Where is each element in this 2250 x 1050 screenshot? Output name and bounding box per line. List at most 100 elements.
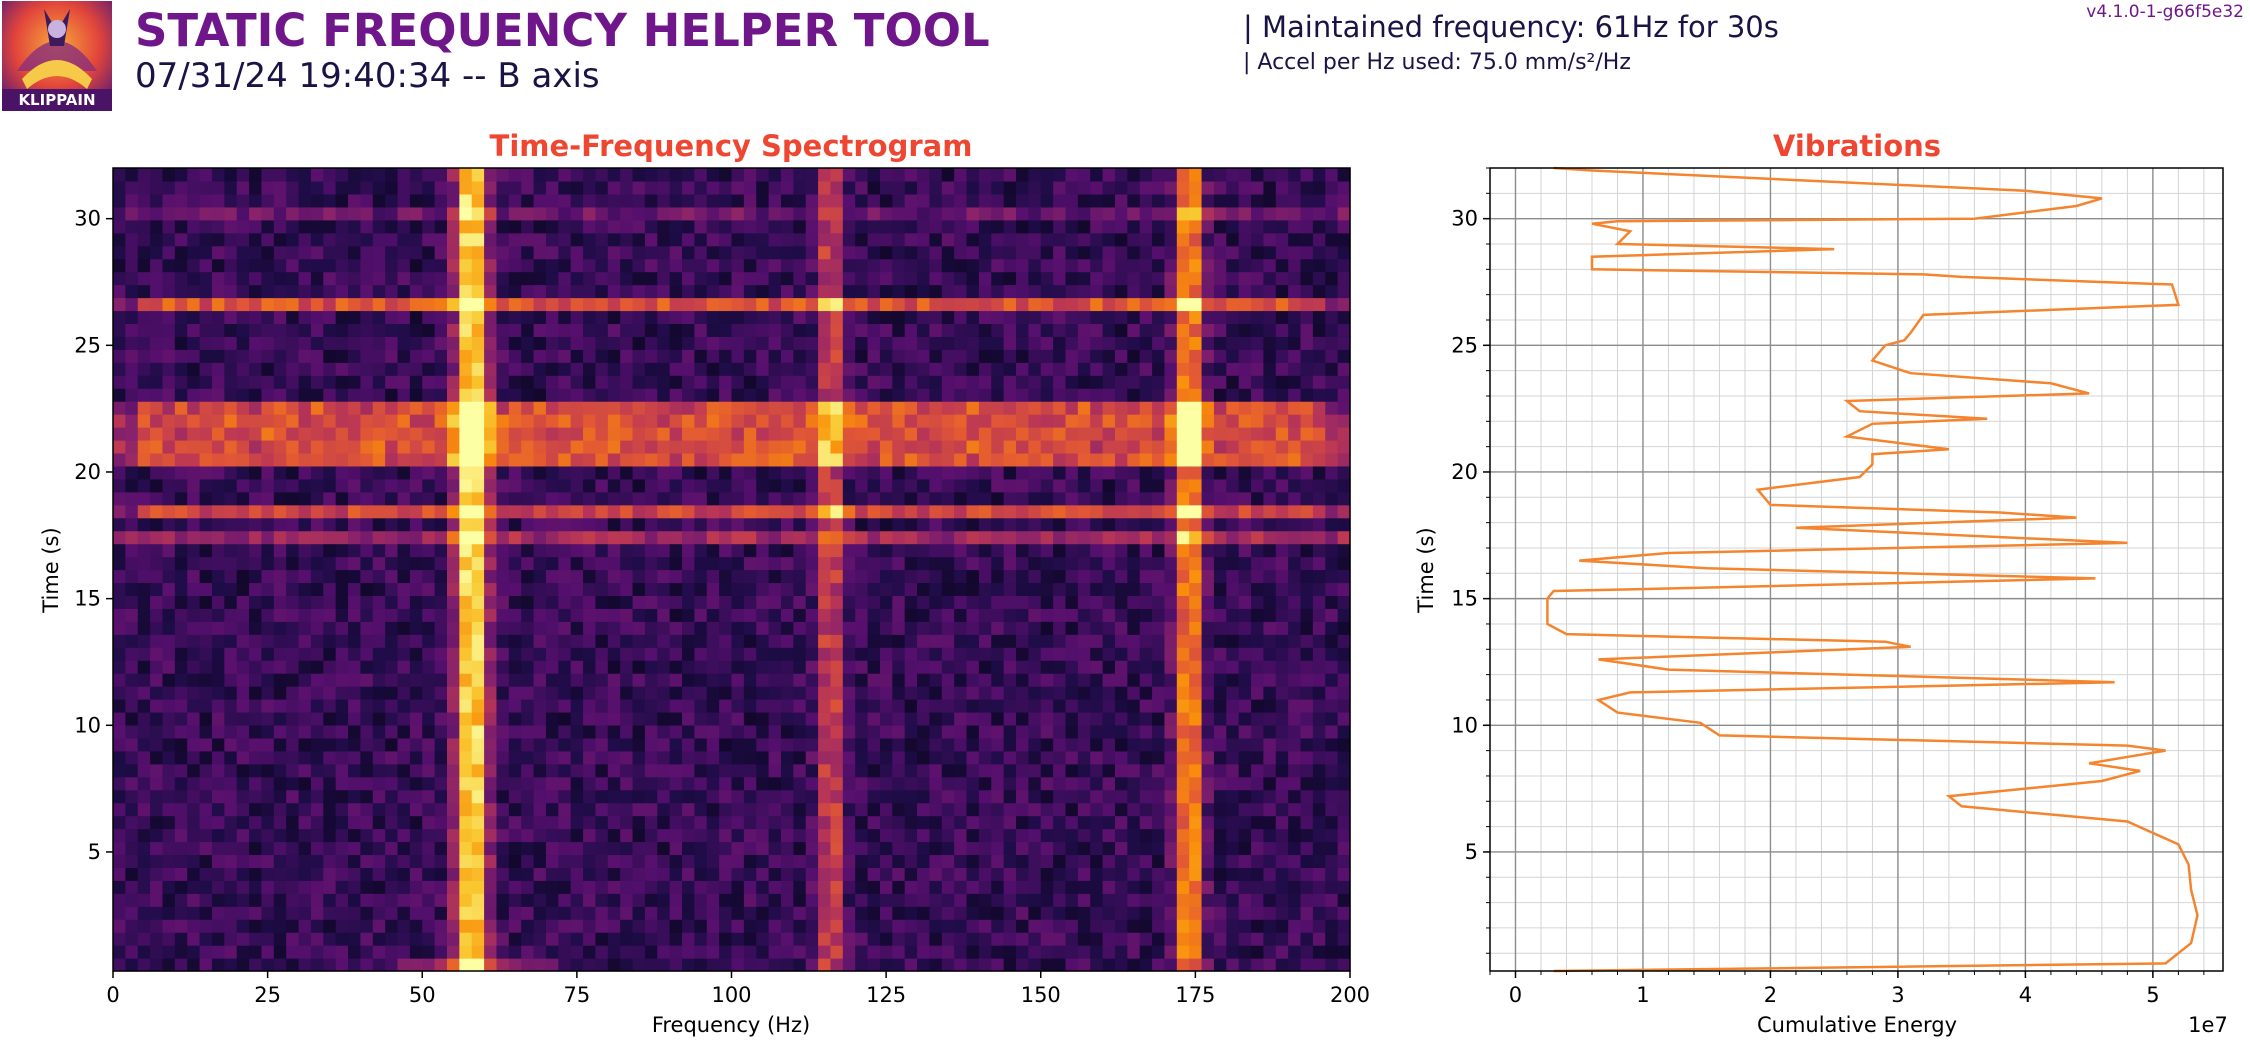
spectrogram-cell (434, 504, 448, 519)
spectrogram-cell (1040, 932, 1054, 946)
spectrogram-cell (409, 711, 423, 726)
spectrogram-cell (842, 271, 856, 286)
spectrogram-cell (508, 699, 522, 713)
spectrogram-cell (1090, 880, 1104, 894)
spectrogram-cell (187, 776, 201, 791)
spectrogram-cell (545, 258, 559, 273)
spectrogram-cell (1028, 621, 1042, 635)
spectrogram-cell (174, 452, 188, 467)
spectrogram-cell (125, 880, 139, 894)
spectrogram-cell (966, 608, 980, 622)
spectrogram-cell (397, 750, 411, 765)
spectrogram-cell (434, 517, 448, 532)
spectrogram-cell (929, 932, 943, 946)
spectrogram-cell (162, 634, 176, 648)
spectrogram-cell (830, 439, 844, 454)
spectrogram-cell (706, 491, 720, 506)
spectrogram-cell (991, 271, 1005, 286)
spectrogram-cell (533, 686, 547, 700)
spectrogram-cell (607, 776, 621, 791)
spectrogram-cell (496, 582, 510, 596)
spectrogram-cell (360, 699, 374, 713)
spectrogram-cell (793, 245, 807, 260)
spectrogram-cell (558, 737, 572, 752)
spectrogram-cell (236, 660, 250, 674)
spectrogram-cell (978, 789, 992, 804)
spectrogram-cell (174, 763, 188, 778)
spectrogram-cell (966, 258, 980, 273)
spectrogram-cell (929, 608, 943, 622)
spectrogram-cell (459, 452, 473, 467)
spectrogram-cell (1028, 232, 1042, 247)
spectrogram-cell (508, 945, 522, 959)
spectrogram-cell (261, 802, 275, 817)
spectrogram-cell (397, 711, 411, 726)
spectrogram-cell (570, 232, 584, 247)
spectrogram-cell (323, 465, 337, 480)
spectrogram-cell (768, 699, 782, 713)
spectrogram-cell (348, 556, 361, 571)
spectrogram-cell (1040, 543, 1054, 558)
spectrogram-cell (137, 724, 151, 739)
spectrogram-cell (125, 232, 139, 247)
spectrogram-cell (1040, 414, 1054, 428)
spectrogram-cell (236, 180, 250, 195)
spectrogram-cell (286, 543, 300, 558)
spectrogram-cell (570, 323, 584, 337)
spectrogram-cell (1090, 919, 1104, 933)
spectrogram-cell (768, 388, 782, 402)
spectrogram-cell (199, 349, 213, 363)
spectrogram-cell (607, 258, 621, 273)
spectrogram-cell (768, 802, 782, 817)
spectrogram-cell (1028, 660, 1042, 674)
spectrogram-cell (657, 789, 671, 804)
spectrogram-cell (855, 841, 869, 856)
spectrogram-cell (521, 945, 535, 959)
spectrogram-cell (150, 595, 164, 609)
spectrogram-cell (855, 206, 869, 221)
spectrogram-cell (842, 776, 856, 791)
spectrogram-cell (335, 919, 349, 933)
spectrogram-cell (236, 867, 250, 881)
spectrogram-cell (459, 427, 473, 441)
spectrogram-cell (1053, 427, 1067, 441)
spectrogram-cell (719, 673, 733, 687)
spectrogram-cell (1003, 660, 1017, 674)
spectrogram-cell (818, 724, 832, 739)
spectrogram-cell (941, 180, 955, 195)
spectrogram-cell (249, 168, 263, 182)
spectrogram-cell (273, 543, 287, 558)
spectrogram-cell (558, 880, 572, 894)
spectrogram-cell (372, 349, 386, 363)
spectrogram-cell (323, 647, 337, 661)
spectrogram-cell (323, 193, 337, 208)
spectrogram-cell (682, 608, 695, 622)
spectrogram-cell (1003, 310, 1017, 325)
spectrogram-cell (459, 776, 473, 791)
spectrogram-cell (657, 168, 671, 182)
spectrogram-cell (644, 608, 658, 622)
spectrogram-cell (162, 491, 176, 506)
spectrogram-cell (508, 168, 522, 182)
spectrogram-cell (348, 271, 361, 286)
spectrogram-cell (162, 556, 176, 571)
spectrogram-cell (904, 439, 918, 454)
spectrogram-cell (508, 180, 522, 195)
spectrogram-cell (1090, 815, 1104, 830)
spectrogram-cell (150, 297, 164, 312)
spectrogram-cell (236, 828, 250, 843)
spectrogram-cell (323, 634, 337, 648)
spectrogram-cell (211, 556, 225, 571)
spectrogram-cell (719, 193, 733, 208)
spectrogram-cell (892, 660, 906, 674)
spectrogram-cell (310, 556, 324, 571)
spectrogram-cell (323, 945, 337, 959)
spectrogram-cell (273, 867, 287, 881)
spectrogram-cell (1003, 841, 1017, 856)
spectrogram-cell (904, 271, 918, 286)
spectrogram-cell (978, 478, 992, 493)
spectrogram-cell (607, 336, 621, 350)
spectrogram-cell (917, 867, 931, 881)
spectrogram-cell (632, 439, 646, 454)
spectrogram-cell (459, 621, 473, 635)
